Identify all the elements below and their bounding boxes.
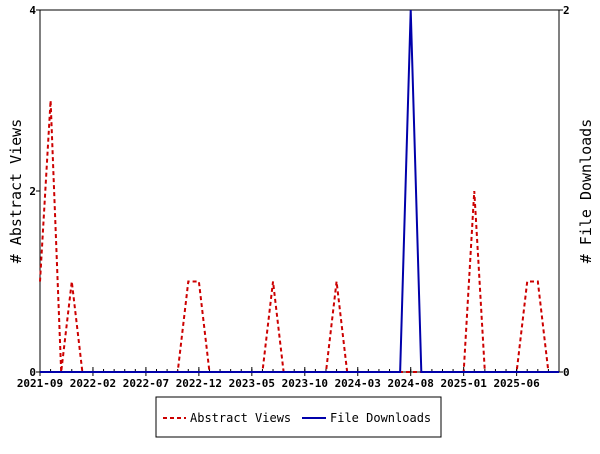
x-tick-label: 2022-07 — [123, 377, 169, 390]
y-axis-right-title: # File Downloads — [577, 119, 595, 264]
plot-area — [39, 9, 560, 373]
y-left-tick-label: 2 — [29, 185, 36, 198]
legend: Abstract Views File Downloads — [155, 396, 442, 438]
y-right-tick-label: 0 — [563, 366, 570, 379]
series-line-file-downloads — [40, 9, 559, 373]
y-right-tick-label: 2 — [563, 4, 570, 17]
tick-labels: 2021-09 2022-02 2022-07 2022-12 2023-05 2023-… — [17, 4, 570, 390]
x-tick-label: 2023-05 — [229, 377, 275, 390]
x-tick-label: 2021-09 — [17, 377, 63, 390]
x-tick-label: 2025-06 — [493, 377, 540, 390]
x-tick-label: 2022-02 — [70, 377, 116, 390]
y-left-tick-label: 4 — [29, 4, 36, 17]
series-layer — [39, 9, 559, 373]
legend-box — [155, 396, 442, 438]
x-tick-label: 2024-03 — [335, 377, 381, 390]
x-tick-label: 2022-12 — [176, 377, 222, 390]
x-tick-label: 2023-10 — [282, 377, 328, 390]
y-left-tick-label: 0 — [29, 366, 36, 379]
x-tick-label: 2024-08 — [388, 377, 434, 390]
x-tick-label: 2025-01 — [440, 377, 487, 390]
legend-label-file-downloads: File Downloads — [330, 411, 431, 425]
legend-label-abstract-views: Abstract Views — [190, 411, 291, 425]
y-axis-left-title: # Abstract Views — [7, 119, 25, 264]
